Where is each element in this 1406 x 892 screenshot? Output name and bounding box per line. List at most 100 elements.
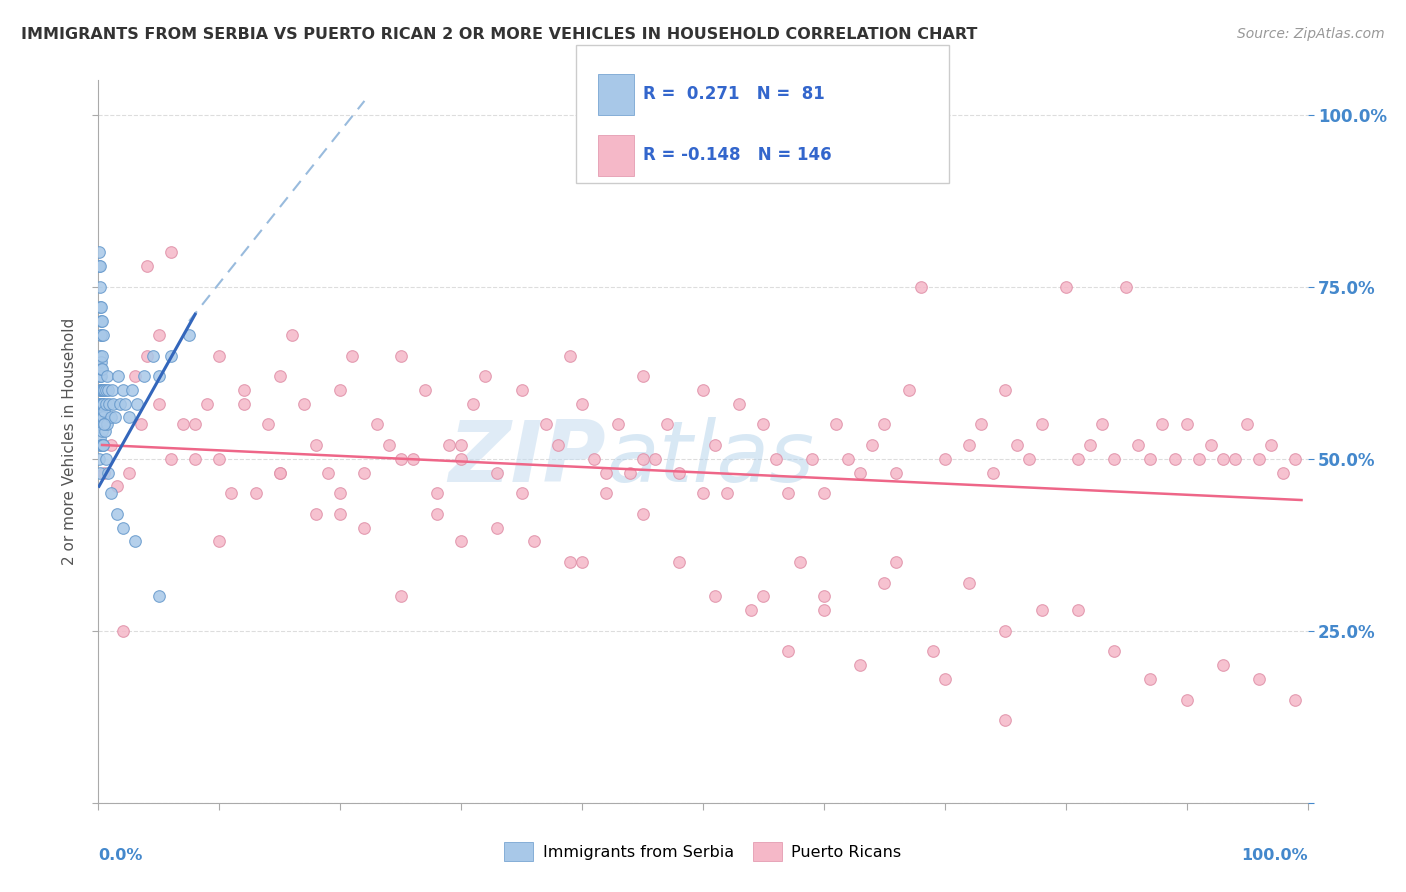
Point bbox=[921, 644, 943, 658]
Point bbox=[402, 451, 425, 466]
Text: 100.0%: 100.0% bbox=[1241, 847, 1308, 863]
Point bbox=[994, 713, 1017, 727]
Point bbox=[111, 624, 134, 638]
Point bbox=[160, 349, 183, 363]
Point bbox=[813, 603, 835, 617]
Point bbox=[305, 507, 328, 521]
Point bbox=[558, 555, 581, 569]
Point bbox=[1272, 466, 1295, 480]
Point bbox=[426, 486, 449, 500]
Point bbox=[523, 534, 546, 549]
Point bbox=[90, 314, 112, 328]
Point bbox=[668, 466, 690, 480]
Point bbox=[232, 397, 254, 411]
Point bbox=[160, 451, 183, 466]
Point bbox=[1175, 417, 1198, 432]
Point bbox=[765, 451, 787, 466]
Point bbox=[510, 383, 533, 397]
Point bbox=[87, 245, 110, 260]
Point bbox=[873, 575, 896, 590]
Point bbox=[789, 555, 811, 569]
Point bbox=[118, 410, 141, 425]
Point bbox=[389, 451, 412, 466]
Point bbox=[91, 438, 114, 452]
Point bbox=[607, 417, 630, 432]
Point bbox=[292, 397, 315, 411]
Point bbox=[1249, 451, 1271, 466]
Point bbox=[897, 383, 920, 397]
Point bbox=[353, 466, 375, 480]
Point bbox=[752, 590, 775, 604]
Point bbox=[934, 672, 956, 686]
Point bbox=[957, 438, 980, 452]
Point bbox=[93, 417, 115, 432]
Point bbox=[825, 417, 848, 432]
Point bbox=[1031, 603, 1053, 617]
Point bbox=[534, 417, 557, 432]
Point bbox=[105, 479, 128, 493]
Point bbox=[1067, 451, 1090, 466]
Point bbox=[316, 466, 339, 480]
Point bbox=[1102, 451, 1125, 466]
Point bbox=[96, 417, 118, 432]
Point bbox=[208, 534, 231, 549]
Point bbox=[100, 486, 122, 500]
Point bbox=[849, 658, 872, 673]
Point bbox=[89, 369, 111, 384]
Point bbox=[93, 397, 115, 411]
Point bbox=[98, 397, 121, 411]
Point bbox=[716, 486, 738, 500]
Point bbox=[692, 383, 714, 397]
Point bbox=[90, 362, 112, 376]
Point bbox=[619, 466, 641, 480]
Point bbox=[1152, 417, 1174, 432]
Point bbox=[450, 438, 472, 452]
Point bbox=[245, 486, 267, 500]
Point bbox=[104, 410, 127, 425]
Point bbox=[583, 451, 606, 466]
Point bbox=[813, 590, 835, 604]
Point bbox=[1223, 451, 1246, 466]
Point bbox=[389, 590, 412, 604]
Point bbox=[655, 417, 678, 432]
Point bbox=[89, 279, 111, 293]
Text: 0.0%: 0.0% bbox=[98, 847, 143, 863]
Point bbox=[118, 466, 141, 480]
Point bbox=[89, 466, 111, 480]
Point bbox=[89, 431, 111, 445]
Point bbox=[1260, 438, 1282, 452]
Point bbox=[142, 349, 165, 363]
Point bbox=[91, 362, 114, 376]
Point bbox=[91, 424, 114, 438]
Point bbox=[377, 438, 399, 452]
Point bbox=[1102, 644, 1125, 658]
Point bbox=[256, 417, 278, 432]
Point bbox=[111, 520, 134, 534]
Point bbox=[1188, 451, 1211, 466]
Point bbox=[91, 327, 114, 342]
Point bbox=[1236, 417, 1258, 432]
Point bbox=[89, 259, 111, 273]
Point bbox=[89, 417, 111, 432]
Point bbox=[474, 369, 496, 384]
Point bbox=[1115, 279, 1137, 293]
Point bbox=[172, 417, 194, 432]
Point bbox=[97, 383, 120, 397]
Point bbox=[148, 590, 170, 604]
Point bbox=[1212, 451, 1234, 466]
Point bbox=[107, 369, 129, 384]
Point bbox=[134, 369, 156, 384]
Point bbox=[108, 397, 131, 411]
Point bbox=[329, 507, 352, 521]
Point bbox=[910, 279, 932, 293]
Point bbox=[342, 349, 364, 363]
Point bbox=[776, 486, 799, 500]
Text: IMMIGRANTS FROM SERBIA VS PUERTO RICAN 2 OR MORE VEHICLES IN HOUSEHOLD CORRELATI: IMMIGRANTS FROM SERBIA VS PUERTO RICAN 2… bbox=[21, 27, 977, 42]
Point bbox=[329, 383, 352, 397]
Point bbox=[571, 397, 593, 411]
Point bbox=[91, 383, 114, 397]
Point bbox=[813, 486, 835, 500]
Point bbox=[90, 438, 112, 452]
Point bbox=[1067, 603, 1090, 617]
Point bbox=[886, 555, 908, 569]
